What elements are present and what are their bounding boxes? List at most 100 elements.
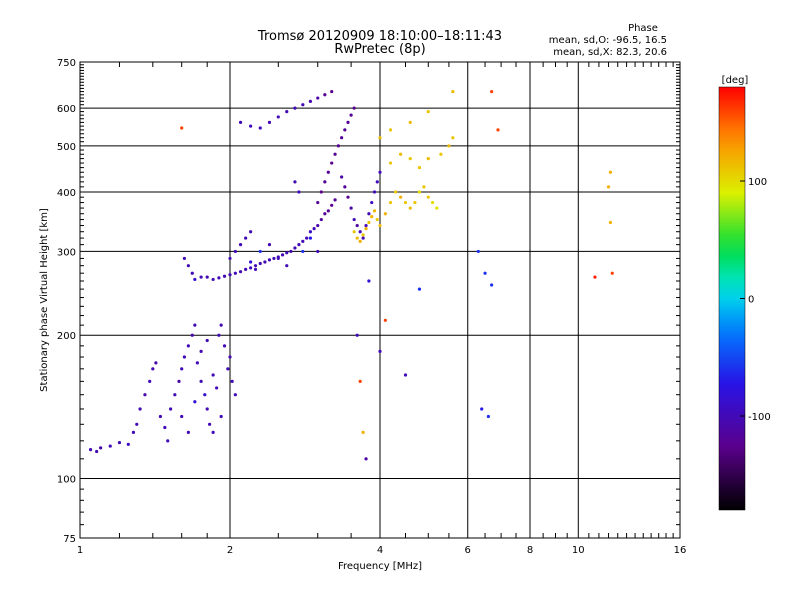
data-point	[372, 190, 377, 194]
x-axis-label: Frequency [MHz]	[338, 561, 422, 572]
data-point	[361, 236, 365, 240]
data-point	[378, 349, 382, 353]
data-point	[326, 209, 330, 213]
x-tick-label: 4	[377, 545, 383, 556]
data-point	[272, 256, 276, 261]
data-point	[426, 195, 430, 199]
data-point	[399, 152, 403, 156]
data-point	[308, 230, 313, 234]
data-point	[403, 373, 408, 377]
data-point	[330, 203, 334, 207]
y-tick-label: 300	[57, 247, 76, 258]
data-point	[305, 236, 309, 240]
data-point	[280, 253, 285, 257]
data-point	[151, 367, 155, 371]
data-point	[447, 144, 451, 148]
colorbar-tick-label: 0	[748, 295, 754, 306]
data-point	[312, 227, 316, 231]
data-point	[367, 220, 371, 225]
data-point	[426, 110, 430, 114]
y-tick-label: 200	[57, 331, 76, 342]
data-point	[490, 283, 494, 287]
data-point	[316, 223, 320, 228]
data-point	[126, 442, 130, 446]
data-point	[285, 110, 289, 114]
colorbar-label: [deg]	[722, 75, 749, 86]
y-axis: 75 100 200 300 400 500 600 750	[57, 58, 680, 545]
data-point	[182, 256, 186, 261]
data-point	[486, 414, 490, 419]
data-point	[378, 170, 382, 174]
data-point	[375, 180, 379, 184]
data-point	[388, 200, 393, 205]
data-point	[249, 124, 253, 128]
data-point	[230, 379, 234, 383]
data-point	[285, 264, 289, 268]
data-point	[297, 243, 301, 247]
data-point	[346, 195, 350, 199]
data-point	[211, 277, 215, 282]
x-tick-label: 2	[227, 545, 233, 556]
data-point	[238, 270, 243, 274]
data-point	[249, 266, 253, 270]
data-point	[361, 430, 365, 434]
data-point	[195, 361, 199, 365]
data-point	[408, 120, 412, 124]
data-point	[483, 271, 487, 275]
data-point	[233, 393, 237, 397]
data-point	[383, 212, 387, 216]
y-tick-label: 500	[57, 142, 76, 153]
data-point	[355, 223, 359, 228]
data-point	[182, 355, 186, 359]
data-point	[490, 89, 494, 94]
x-tick-label: 16	[674, 545, 687, 556]
data-point	[388, 128, 393, 132]
data-point	[166, 439, 170, 443]
chart-title: Tromsø 20120909 18:10:00–18:11:43	[257, 29, 502, 44]
data-point	[417, 166, 422, 170]
data-points	[88, 89, 614, 461]
y-tick-label: 75	[63, 534, 76, 545]
data-point	[238, 120, 243, 124]
data-point	[135, 422, 139, 426]
data-point	[293, 180, 297, 184]
data-point	[186, 430, 190, 434]
data-point	[364, 457, 368, 461]
data-point	[316, 96, 320, 100]
x-axis: 1 2 4 6 8 10 16	[77, 62, 687, 556]
data-point	[193, 400, 197, 404]
data-point	[154, 361, 158, 365]
data-point	[177, 379, 181, 383]
data-point	[180, 126, 184, 130]
data-point	[352, 230, 356, 234]
data-point	[430, 200, 435, 205]
data-point	[258, 249, 262, 254]
data-point	[186, 344, 190, 348]
data-point	[263, 260, 267, 264]
data-point	[131, 430, 136, 434]
y-axis-label: Stationary phase Virtual Height [km]	[39, 208, 50, 392]
data-point	[186, 264, 190, 268]
data-point	[343, 128, 347, 132]
data-point	[276, 115, 280, 119]
data-point	[219, 414, 223, 419]
data-point	[388, 161, 393, 165]
data-point	[233, 249, 237, 254]
data-point	[293, 246, 297, 250]
data-point	[190, 271, 194, 275]
data-point	[323, 93, 327, 97]
data-point	[426, 157, 430, 161]
data-point	[383, 318, 387, 322]
data-point	[358, 379, 362, 383]
data-point	[330, 89, 334, 94]
data-point	[375, 217, 379, 222]
data-point	[408, 157, 412, 161]
data-point	[267, 243, 272, 247]
data-point	[199, 379, 203, 383]
data-point	[180, 414, 184, 419]
data-point	[476, 249, 480, 254]
data-point	[417, 287, 422, 291]
data-point	[199, 275, 203, 279]
data-point	[367, 212, 371, 216]
data-point	[319, 217, 323, 222]
